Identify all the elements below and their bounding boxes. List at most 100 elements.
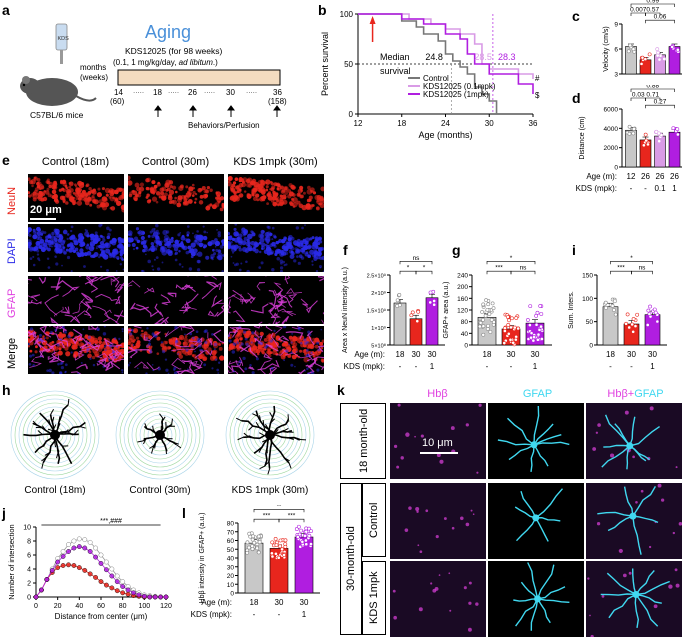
l-ylabel: Hbβ intensity in GFAP+ (a.u.) <box>199 513 206 604</box>
l-ytick-label: 70 <box>227 529 235 536</box>
i-point <box>654 311 657 314</box>
panel-label-k: k <box>337 382 345 398</box>
g-point <box>503 329 506 332</box>
g-point <box>489 330 492 333</box>
b-xtick-label: 18 <box>397 119 406 128</box>
d-point <box>646 143 649 146</box>
tick-30: 30 <box>226 88 235 97</box>
j-point <box>120 579 124 583</box>
b-start-arrowhead <box>370 16 376 24</box>
e-image-gfap-0 <box>28 276 124 324</box>
c-bar-1 <box>640 60 651 74</box>
d-point <box>642 144 645 147</box>
e-row-dapi: DAPI <box>6 228 18 274</box>
k-scale-bar <box>420 452 458 454</box>
j-ytick-label: 6 <box>27 553 31 560</box>
h-label-0: Control (18m) <box>24 485 85 496</box>
j-point <box>55 565 59 569</box>
g-point <box>514 338 517 341</box>
l-point <box>279 539 282 542</box>
j-point <box>126 592 130 596</box>
b-ytick-label: 50 <box>344 60 353 69</box>
l-point <box>304 539 307 542</box>
l-ytick-label: 10 <box>227 582 235 589</box>
l-point <box>299 529 302 532</box>
b-xtick-label: 36 <box>529 119 538 128</box>
j-point <box>50 568 54 572</box>
d-point <box>672 126 675 129</box>
d-point <box>632 127 635 130</box>
i-point <box>632 317 635 320</box>
cd-kds-value: 0.1 <box>654 184 666 193</box>
j-sig-label: ***,### <box>100 518 122 525</box>
l-point <box>275 544 278 547</box>
l-point <box>247 546 250 549</box>
tick-26: 26 <box>188 88 197 97</box>
g-ytick-label: 80 <box>461 319 469 326</box>
c-point <box>658 58 661 61</box>
d-ytick-label: 4000 <box>604 126 619 133</box>
g-age-value: 30 <box>531 350 540 359</box>
e-image-neun-1 <box>128 174 224 222</box>
g-point <box>507 332 510 335</box>
cd-age-value: 26 <box>670 172 679 181</box>
i-ytick-label: 50 <box>586 319 594 326</box>
j-xtick-label: 20 <box>54 603 62 610</box>
l-point <box>301 540 304 543</box>
i-age-value: 18 <box>606 350 615 359</box>
l-ytick-label: 0 <box>230 591 234 598</box>
l-point <box>251 547 254 550</box>
g-point <box>482 303 485 306</box>
g-point <box>507 319 510 322</box>
d-sig-label: 0.88 <box>646 85 659 90</box>
cd-age-value: 26 <box>656 172 665 181</box>
d-point <box>676 127 679 130</box>
l-point <box>256 547 259 550</box>
j-point <box>115 589 119 593</box>
f-point <box>398 293 401 296</box>
g-point <box>478 325 481 328</box>
d-ytick-label: 2000 <box>604 145 619 152</box>
h-astrocyte-branch <box>42 463 43 469</box>
c-point <box>648 53 651 56</box>
d-bar-3 <box>669 132 680 167</box>
l-point <box>249 535 252 538</box>
c-point <box>656 54 659 57</box>
b-xtick-label: 12 <box>354 119 363 128</box>
e-row-gfap: GFAP <box>6 280 18 326</box>
k-image-2-1 <box>488 561 584 637</box>
l-ytick-label: 80 <box>227 521 235 528</box>
i-point <box>624 322 627 325</box>
months-label: months <box>80 63 106 72</box>
water-bottle-icon: KDS <box>56 24 69 64</box>
g-sig-label: * <box>510 255 513 262</box>
j-point <box>99 553 103 557</box>
h-astrocyte-branch <box>51 409 54 414</box>
h-astrocyte-soma <box>155 430 165 440</box>
g-kds-value: - <box>510 362 513 371</box>
g-point <box>490 318 493 321</box>
g-ytick-label: 0 <box>464 343 468 350</box>
g-point <box>540 312 543 315</box>
j-point <box>164 595 168 599</box>
g-point <box>482 333 485 336</box>
j-point <box>110 567 114 571</box>
f-age-value: 18 <box>396 350 405 359</box>
j-xtick-label: 80 <box>119 603 127 610</box>
cd-kds-value: - <box>644 184 647 193</box>
l-point <box>246 551 249 554</box>
l-point <box>308 534 311 537</box>
d-point <box>676 133 679 136</box>
i-point <box>631 323 634 326</box>
k-col-merge: Hbβ+GFAP <box>588 388 683 400</box>
b-survival-label: survival <box>380 66 411 76</box>
i-point <box>614 313 617 316</box>
d-point <box>658 140 661 143</box>
i-age-value: 30 <box>648 350 657 359</box>
g-point <box>486 327 489 330</box>
j-xtick-label: 40 <box>75 603 83 610</box>
i-point <box>604 301 607 304</box>
g-point <box>486 324 489 327</box>
j-point <box>115 574 119 578</box>
